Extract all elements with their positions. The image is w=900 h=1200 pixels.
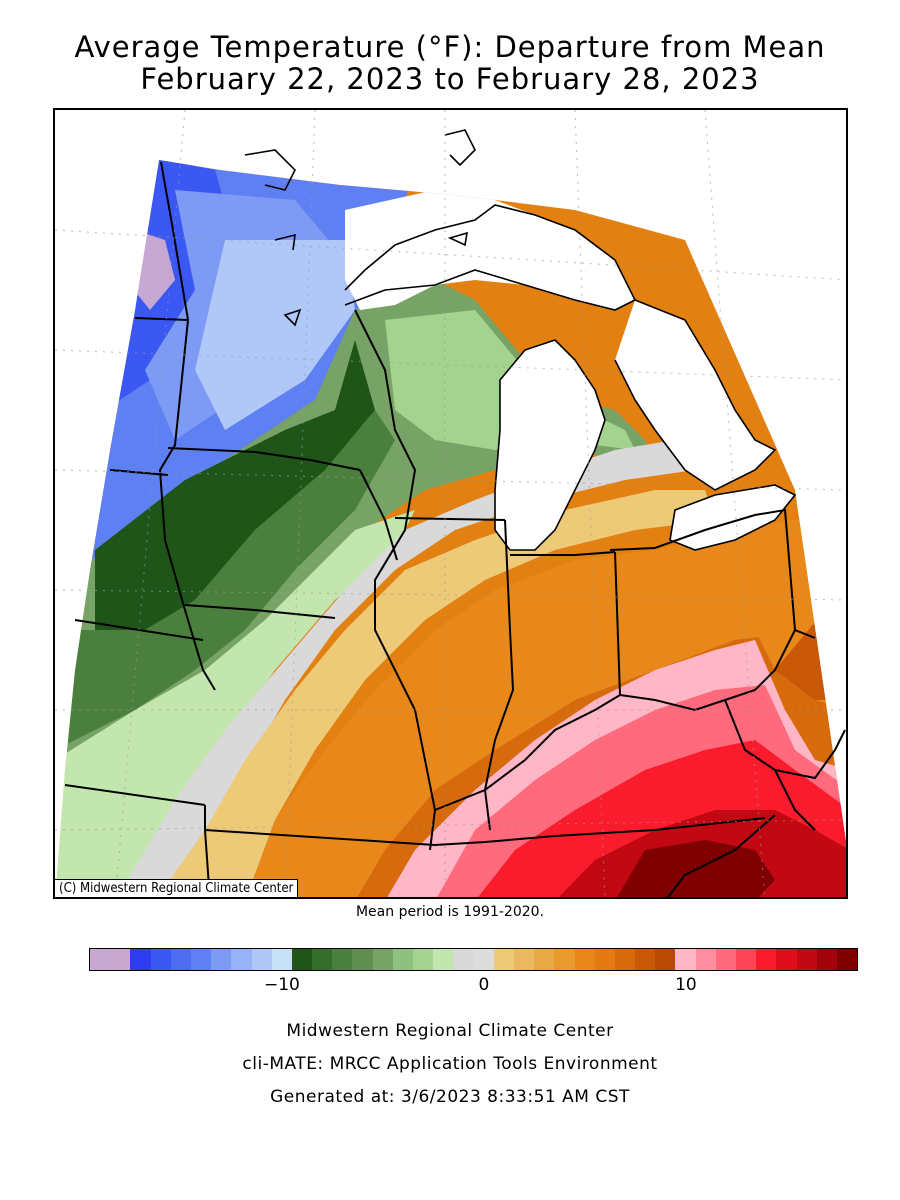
legend-swatch bbox=[271, 949, 292, 970]
legend-swatch bbox=[655, 949, 676, 970]
coastlines bbox=[244, 129, 797, 551]
legend-swatch bbox=[231, 949, 252, 970]
map-canvas bbox=[55, 110, 846, 897]
legend-swatch bbox=[211, 949, 232, 970]
footer-generated-at: Generated at: 3/6/2023 8:33:51 AM CST bbox=[270, 1087, 630, 1107]
legend-swatch bbox=[816, 949, 837, 970]
legend-swatch bbox=[90, 949, 111, 970]
footer-application: cli-MATE: MRCC Application Tools Environ… bbox=[242, 1054, 658, 1074]
legend-swatch bbox=[796, 949, 817, 970]
legend-swatch bbox=[170, 949, 191, 970]
color-legend bbox=[89, 948, 859, 971]
legend-swatch bbox=[392, 949, 413, 970]
legend-swatch bbox=[715, 949, 736, 970]
state-borders bbox=[64, 161, 846, 897]
legend-tick-label: 0 bbox=[478, 975, 490, 995]
legend-swatch bbox=[554, 949, 575, 970]
legend-swatch bbox=[534, 949, 555, 970]
legend-swatch bbox=[291, 949, 313, 970]
footer-organization: Midwestern Regional Climate Center bbox=[286, 1021, 614, 1041]
legend-swatch bbox=[110, 949, 131, 970]
map-title: Average Temperature (°F): Departure from… bbox=[74, 30, 826, 64]
legend-swatch bbox=[352, 949, 373, 970]
map-date-range: February 22, 2023 to February 28, 2023 bbox=[140, 62, 760, 96]
legend-swatch bbox=[130, 949, 151, 970]
legend-swatch bbox=[756, 949, 777, 970]
legend-swatch bbox=[493, 949, 514, 970]
legend-swatch bbox=[372, 949, 393, 970]
legend-tick-label: 10 bbox=[675, 975, 697, 995]
mean-period-note: Mean period is 1991-2020. bbox=[355, 904, 545, 920]
legend-swatch bbox=[332, 949, 353, 970]
legend-swatch bbox=[190, 949, 212, 970]
legend-swatch bbox=[312, 949, 333, 970]
legend-swatch bbox=[675, 949, 696, 970]
legend-swatch bbox=[836, 949, 858, 970]
legend-tick-label: −10 bbox=[263, 975, 300, 995]
legend-swatch bbox=[574, 949, 595, 970]
temperature-departure-map: (C) Midwestern Regional Climate Center bbox=[53, 108, 848, 899]
legend-swatch bbox=[594, 949, 615, 970]
legend-swatch bbox=[251, 949, 272, 970]
legend-swatch bbox=[736, 949, 757, 970]
legend-swatch bbox=[433, 949, 454, 970]
legend-swatch bbox=[635, 949, 656, 970]
legend-swatch bbox=[453, 949, 474, 970]
legend-swatch bbox=[776, 949, 797, 970]
legend-swatch bbox=[695, 949, 716, 970]
legend-swatch bbox=[413, 949, 434, 970]
copyright-label: (C) Midwestern Regional Climate Center bbox=[55, 879, 299, 897]
legend-swatch bbox=[150, 949, 171, 970]
legend-swatch bbox=[614, 949, 636, 970]
legend-swatch bbox=[473, 949, 494, 970]
legend-swatch bbox=[513, 949, 535, 970]
